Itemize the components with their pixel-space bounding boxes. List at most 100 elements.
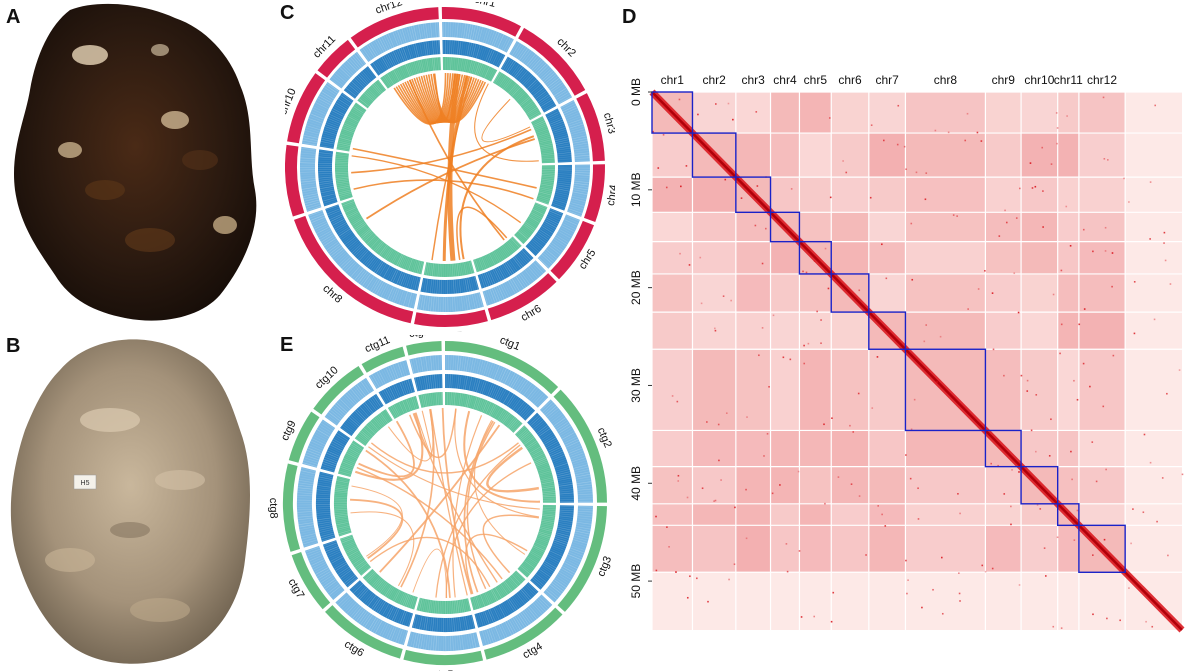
track-texture (372, 279, 381, 293)
track-texture (346, 262, 358, 275)
interchrom-block (652, 466, 693, 504)
track-texture (482, 28, 488, 43)
track-texture (346, 577, 358, 587)
track-texture (341, 93, 354, 102)
track-texture (460, 393, 463, 407)
track-texture (376, 38, 385, 53)
track-texture (360, 590, 371, 602)
density-track (308, 209, 418, 309)
track-texture (481, 273, 488, 287)
track-texture (383, 247, 392, 259)
track-texture (501, 264, 509, 278)
circos-segment-chr3 (531, 93, 605, 164)
track-texture (300, 155, 316, 157)
track-texture (538, 95, 551, 104)
track-texture (324, 239, 338, 249)
track-texture (509, 239, 519, 250)
track-texture (497, 54, 505, 68)
track-texture (360, 566, 371, 576)
contact-speck (1112, 354, 1115, 357)
track-texture (517, 379, 527, 392)
interchrom-block (1057, 349, 1079, 431)
track-texture (430, 355, 433, 371)
track-texture (548, 79, 562, 90)
interchrom-block (799, 92, 832, 134)
track-texture (452, 22, 454, 38)
track-texture (556, 530, 571, 535)
track-texture (453, 374, 456, 389)
track-texture (316, 491, 331, 494)
contact-speck (1031, 187, 1034, 189)
track-texture (492, 269, 500, 283)
contact-speck (666, 526, 668, 528)
hic-chrom-label: chr5 (804, 73, 828, 87)
track-texture (424, 262, 428, 276)
track-texture (302, 188, 317, 193)
track-texture (300, 472, 315, 477)
track-texture (348, 114, 360, 121)
ideogram-band (483, 607, 563, 660)
interchrom-block (868, 177, 906, 213)
hic-y-tick-label: 30 MB (629, 368, 643, 403)
track-texture (421, 376, 425, 390)
contact-speck (1078, 323, 1081, 326)
contact-speck (668, 546, 670, 548)
track-texture (400, 592, 407, 606)
track-texture (496, 586, 504, 598)
track-texture (555, 234, 569, 244)
track-texture (511, 596, 521, 609)
interchrom-block (905, 241, 986, 274)
track-texture (391, 607, 398, 621)
circos-segment-ctg3 (517, 504, 607, 612)
synteny-links (351, 72, 539, 262)
track-texture (415, 43, 419, 58)
track-texture (505, 281, 514, 296)
track-texture (549, 550, 563, 557)
track-texture (403, 611, 409, 626)
track-texture (317, 97, 331, 106)
track-texture (344, 454, 357, 461)
track-texture (532, 419, 544, 430)
track-texture (330, 556, 344, 564)
track-texture (453, 263, 456, 277)
track-texture (420, 598, 425, 612)
contact-speck (885, 277, 888, 280)
contact-speck (807, 342, 810, 345)
track-texture (430, 296, 433, 312)
track-texture (555, 188, 570, 192)
contact-speck (1060, 627, 1063, 629)
circos-segment-ctg2 (514, 389, 607, 503)
interchrom-block (770, 241, 800, 274)
track-texture (478, 274, 484, 289)
track-texture (505, 600, 513, 613)
link (353, 179, 534, 200)
track-texture (413, 25, 418, 41)
track-texture (378, 244, 388, 256)
track-texture (542, 507, 556, 509)
track-texture (377, 58, 386, 72)
track-texture (520, 612, 530, 626)
track-texture (554, 464, 569, 470)
track-texture (557, 177, 572, 179)
track-texture (537, 426, 550, 436)
link (454, 408, 540, 518)
track-texture (551, 202, 566, 208)
track-texture (560, 227, 574, 235)
contact-speck (718, 459, 720, 462)
density-track (492, 71, 542, 121)
track-texture (554, 536, 569, 541)
track-texture (318, 154, 333, 157)
contact-speck (925, 172, 928, 174)
link (365, 138, 535, 220)
track-texture (335, 518, 349, 522)
track-texture (519, 96, 530, 106)
track-texture (454, 279, 457, 294)
circos-segment-chr2 (492, 27, 586, 121)
track-texture (564, 109, 579, 117)
track-texture (573, 145, 589, 148)
track-texture (559, 496, 574, 499)
track-texture (520, 251, 530, 262)
track-texture (331, 217, 344, 224)
interchrom-block (985, 212, 1022, 242)
hic-y-tick-label: 20 MB (629, 270, 643, 305)
